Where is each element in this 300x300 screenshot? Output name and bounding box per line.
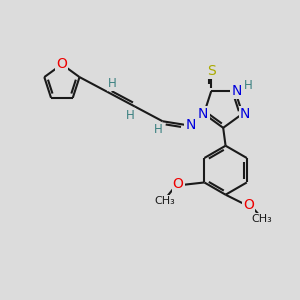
Text: H: H [244, 79, 253, 92]
Text: CH₃: CH₃ [154, 196, 175, 206]
Text: S: S [207, 64, 216, 78]
Text: O: O [56, 57, 67, 71]
Text: CH₃: CH₃ [251, 214, 272, 224]
Text: N: N [185, 118, 196, 132]
Text: H: H [126, 109, 135, 122]
Text: N: N [231, 84, 242, 98]
Text: N: N [240, 107, 250, 121]
Text: O: O [173, 177, 184, 191]
Text: H: H [154, 124, 162, 136]
Text: H: H [107, 76, 116, 90]
Text: O: O [243, 198, 254, 212]
Text: N: N [198, 107, 208, 121]
